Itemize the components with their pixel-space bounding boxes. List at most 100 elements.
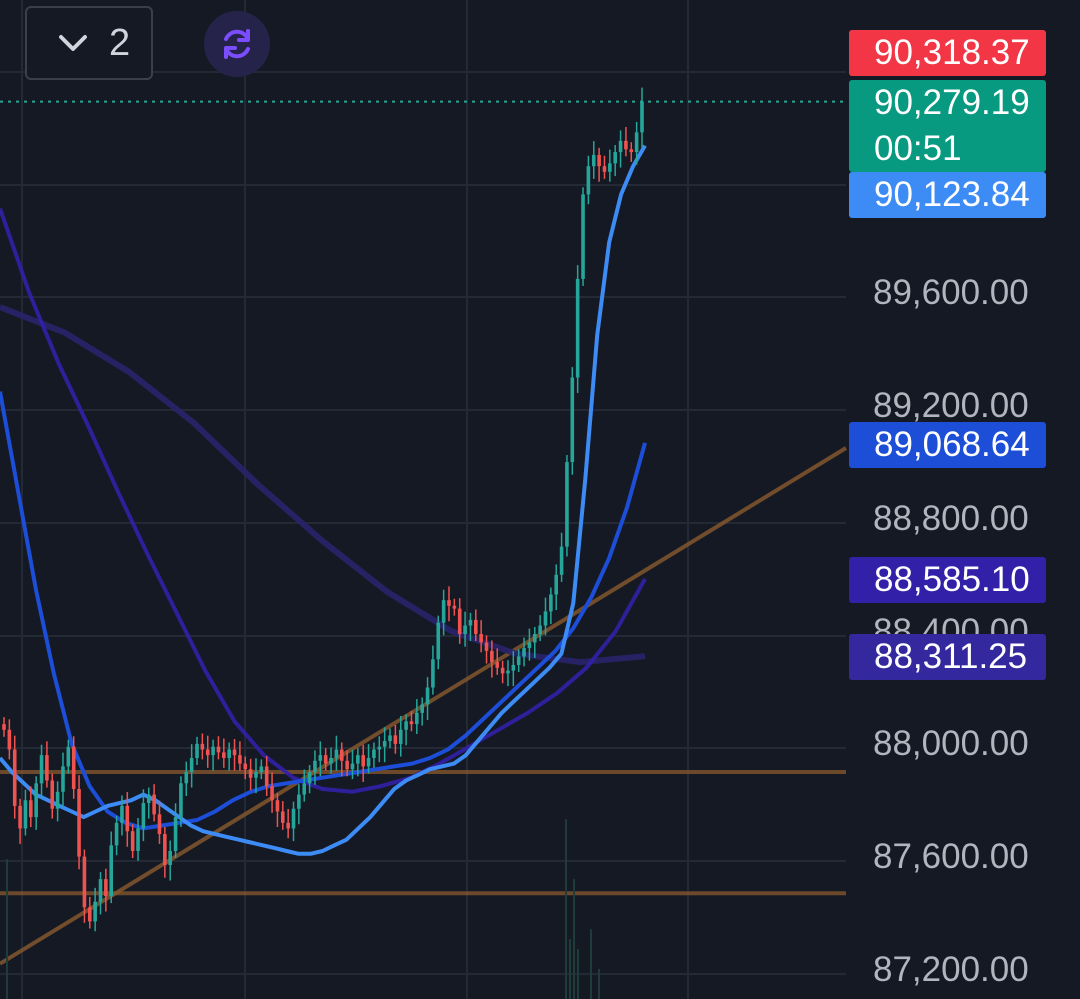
candle-body [591,154,596,167]
candle-body [634,132,639,153]
candle-body [618,140,623,153]
candle-body [104,879,108,897]
last-price-tag: 90,279.19 00:51 [849,80,1046,172]
candle-body [216,746,221,753]
candle-body [463,625,467,634]
ma-long-line [0,304,646,666]
candle-body [490,650,494,663]
candle-body [82,856,87,908]
candle-body [452,605,457,609]
candle-body [393,735,398,744]
candle-body [146,794,151,804]
candle-body [238,755,242,764]
candle-body [93,901,97,922]
candle-body [243,763,248,770]
candle-body [291,808,296,829]
candle-body [532,633,537,643]
ma-fast-line [0,144,647,856]
candle-body [527,642,532,649]
candle-body [248,769,253,778]
candle-body [468,619,473,626]
candle-body [538,625,542,634]
candle-body [23,800,28,829]
candle-body [114,822,119,846]
candle-body [602,166,607,172]
candle-body [184,772,189,784]
candle-body [34,783,38,818]
candle-body [382,741,387,747]
candle-body [356,755,360,764]
candle-body [425,687,430,705]
candle-body [125,805,130,832]
candle-body [473,619,478,634]
ask-price-tag: 90,318.37 [849,30,1046,76]
volume-bar [577,949,579,999]
candle-body [130,831,135,851]
candle-body [98,879,103,902]
candle-body [39,755,44,784]
candle-body [205,749,210,756]
candle-body [45,755,49,781]
refresh-button[interactable] [204,11,270,77]
candle-body [152,794,156,815]
candle-body [211,746,215,756]
candle-body [120,805,124,823]
candle-body [318,755,323,761]
ma-mid-line [0,391,647,831]
candle-body [7,729,12,750]
candle-body [163,834,167,866]
candle-body [77,788,81,857]
candle-body [608,163,612,172]
candle-body [624,140,628,150]
candle-body [232,749,237,756]
candle-body [436,622,441,660]
candle-body [495,662,500,668]
candle-body [173,817,178,851]
ma-fast-tag: 90,123.84 [849,172,1046,218]
candle-body [457,608,462,634]
candle-body [222,752,226,758]
candle-body [2,724,6,730]
candle-body [581,194,585,279]
axis-label-89600: 89,600.00 [873,273,1029,312]
candle-body [500,667,505,674]
volume-bar [565,819,567,999]
candle-body [275,800,280,812]
candle-body [227,749,231,758]
candle-body [18,805,22,829]
candle-body [366,757,371,767]
last-price-value: 90,279.19 [874,83,1030,122]
candle-body [168,850,173,866]
candle-body [339,749,344,761]
candle-body [484,642,489,651]
axis-label-88800: 88,800.00 [873,499,1029,538]
candle-body [506,670,510,674]
candle-body [549,594,553,612]
candle-body [543,611,548,626]
candle-body [109,845,114,897]
candle-body [66,746,71,767]
candle-body [323,755,328,764]
candle-body [259,766,264,773]
candle-body [141,803,146,829]
candle-body [409,721,414,725]
volume-bar [598,969,600,999]
candle-body [313,760,317,773]
candlesticks [2,87,644,932]
candle-body [377,746,382,750]
volume-bar [573,879,575,999]
candle-body [157,814,162,835]
candle-body [136,828,140,851]
candle-body [302,783,307,795]
candle-body [286,822,290,829]
refresh-icon [224,29,250,59]
candle-body [415,712,419,725]
candle-body [329,757,333,764]
candle-body [270,786,274,801]
candle-body [254,772,258,778]
chevron-down-icon [59,35,87,51]
candle-body [264,766,269,787]
interval-dropdown[interactable]: 2 [25,6,153,80]
candle-body [404,721,408,730]
